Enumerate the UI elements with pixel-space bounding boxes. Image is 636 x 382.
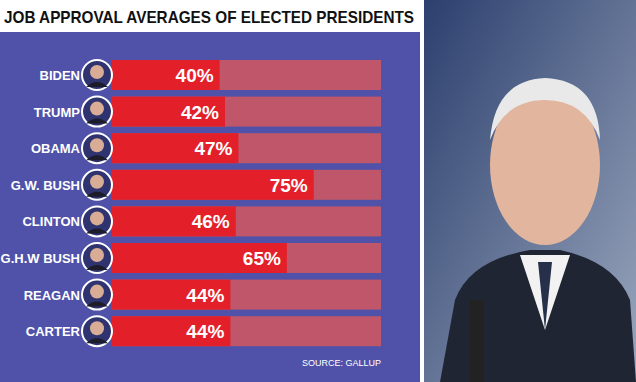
bar bbox=[112, 133, 238, 163]
portrait-face bbox=[90, 321, 104, 335]
background bbox=[0, 0, 636, 382]
portrait-face bbox=[90, 65, 104, 79]
bar-track bbox=[112, 60, 381, 90]
portrait-body bbox=[86, 119, 108, 124]
data-label: 65% bbox=[243, 248, 281, 269]
photo-tie bbox=[538, 262, 552, 330]
portrait-ring bbox=[82, 97, 112, 127]
portrait-face bbox=[90, 138, 104, 152]
category-label: OBAMA bbox=[31, 141, 81, 156]
panel bbox=[0, 32, 420, 382]
data-label: 44% bbox=[186, 285, 224, 306]
bar bbox=[112, 206, 236, 236]
bar-track bbox=[112, 206, 381, 236]
data-label: 47% bbox=[194, 138, 232, 159]
portrait-face bbox=[90, 248, 104, 262]
bar-track bbox=[112, 97, 381, 127]
bar-track bbox=[112, 170, 381, 200]
portrait-ring bbox=[82, 133, 112, 163]
portrait-body bbox=[86, 192, 108, 197]
portrait-face bbox=[90, 211, 104, 225]
portrait-body bbox=[86, 228, 108, 233]
portrait-ring bbox=[82, 206, 112, 236]
photo-suit bbox=[440, 250, 636, 382]
data-label: 42% bbox=[181, 102, 219, 123]
bar bbox=[112, 243, 287, 273]
bar-track bbox=[112, 280, 381, 310]
photo-background bbox=[424, 0, 636, 382]
portrait-body bbox=[86, 302, 108, 307]
data-label: 40% bbox=[176, 65, 214, 86]
portrait-face bbox=[90, 102, 104, 116]
data-label: 44% bbox=[186, 321, 224, 342]
tracks bbox=[112, 60, 381, 346]
category-label: TRUMP bbox=[34, 105, 81, 120]
bar bbox=[112, 97, 225, 127]
labels: BIDEN 40% TRUMP 42% OBAMA 47% G.W. BUSH 75% CLIN… bbox=[1, 60, 308, 346]
photo-shirt bbox=[520, 255, 570, 330]
data-label: 75% bbox=[270, 175, 308, 196]
portrait-body bbox=[86, 82, 108, 87]
portrait-ring bbox=[82, 280, 112, 310]
title: JOB APPROVAL AVERAGES OF ELECTED PRESIDE… bbox=[4, 8, 414, 27]
bars bbox=[112, 60, 314, 346]
bar-track bbox=[112, 316, 381, 346]
bar bbox=[112, 170, 314, 200]
portrait-body bbox=[86, 338, 108, 343]
category-label: G.W. BUSH bbox=[11, 178, 80, 193]
bar bbox=[112, 60, 220, 90]
category-label: BIDEN bbox=[40, 68, 80, 83]
bar bbox=[112, 316, 230, 346]
portrait-ring bbox=[82, 243, 112, 273]
portrait-body bbox=[86, 155, 108, 160]
portrait-face bbox=[90, 175, 104, 189]
category-label: CARTER bbox=[26, 324, 81, 339]
bar-track bbox=[112, 133, 381, 163]
root: JOB APPROVAL AVERAGES OF ELECTED PRESIDE… bbox=[0, 0, 636, 382]
portrait-ring bbox=[82, 170, 112, 200]
photo-mic bbox=[470, 300, 484, 382]
category-label: G.H.W BUSH bbox=[1, 251, 80, 266]
portrait-ring bbox=[82, 316, 112, 346]
portrait-body bbox=[86, 265, 108, 270]
source: SOURCE: GALLUP bbox=[302, 358, 381, 368]
bar bbox=[112, 280, 230, 310]
category-label: REAGAN bbox=[24, 288, 80, 303]
photo-hair bbox=[490, 78, 600, 140]
chart: JOB APPROVAL AVERAGES OF ELECTED PRESIDE… bbox=[0, 0, 636, 382]
bar-track bbox=[112, 243, 381, 273]
portrait-face bbox=[90, 285, 104, 299]
data-label: 46% bbox=[192, 211, 230, 232]
category-label: CLINTON bbox=[22, 214, 80, 229]
portrait-ring bbox=[82, 60, 112, 90]
